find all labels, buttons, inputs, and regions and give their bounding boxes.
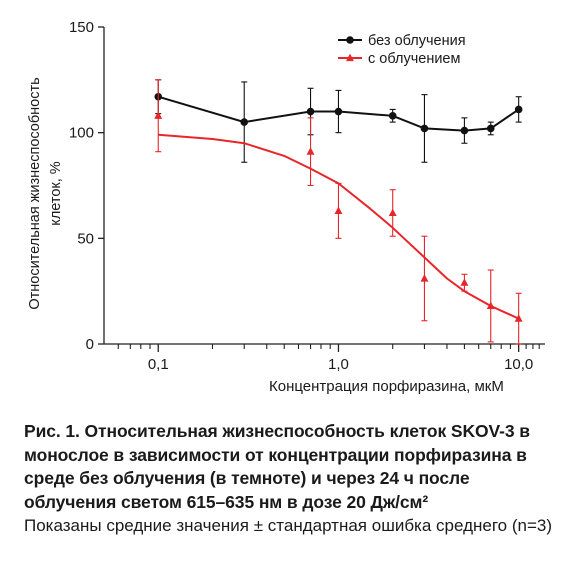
data-point	[154, 111, 163, 119]
caption-title: Рис. 1. Относительная жизнеспособность к…	[24, 421, 530, 512]
legend-item-1: без облучения	[338, 33, 466, 49]
data-point	[306, 147, 315, 155]
y-tick-label: 150	[69, 19, 94, 36]
data-point	[388, 208, 397, 217]
y-tick-label: 50	[77, 230, 94, 247]
data-point	[388, 111, 397, 120]
y-tick-label: 100	[69, 125, 94, 142]
legend-item-2: с облучением	[338, 51, 460, 67]
caption-note: Показаны средние значения ± стандартная …	[24, 516, 553, 535]
data-point	[486, 124, 495, 133]
data-point	[460, 126, 469, 135]
data-point	[420, 274, 429, 282]
data-point	[514, 105, 523, 114]
chart-legend: без облучения с облучением	[338, 33, 466, 67]
y-tick-label: 0	[86, 336, 94, 353]
data-point	[306, 107, 315, 116]
series-1	[154, 79, 523, 163]
data-point	[240, 118, 249, 126]
y-axis-title: Относительная жизнеспособность клеток, %	[27, 77, 64, 309]
data-point	[420, 124, 429, 133]
legend-label: без облучения	[368, 33, 466, 49]
x-tick-label: 0,1	[148, 356, 169, 373]
data-point	[334, 107, 343, 116]
data-point	[514, 314, 523, 322]
x-tick-label: 1,0	[328, 356, 349, 373]
x-axis-title: Концентрация порфиразина, мкМ	[269, 378, 504, 395]
legend-marker	[346, 53, 354, 62]
series-2	[154, 79, 523, 345]
x-tick-label: 10,0	[504, 356, 533, 373]
figure-caption: Рис. 1. Относительная жизнеспособность к…	[24, 420, 564, 538]
data-point	[334, 206, 343, 214]
data-point	[460, 278, 469, 286]
fit-curve	[158, 133, 520, 320]
legend-marker	[346, 36, 354, 44]
chart-plot-area	[154, 79, 523, 345]
data-point	[486, 301, 495, 310]
legend-label: с облучением	[368, 51, 460, 67]
